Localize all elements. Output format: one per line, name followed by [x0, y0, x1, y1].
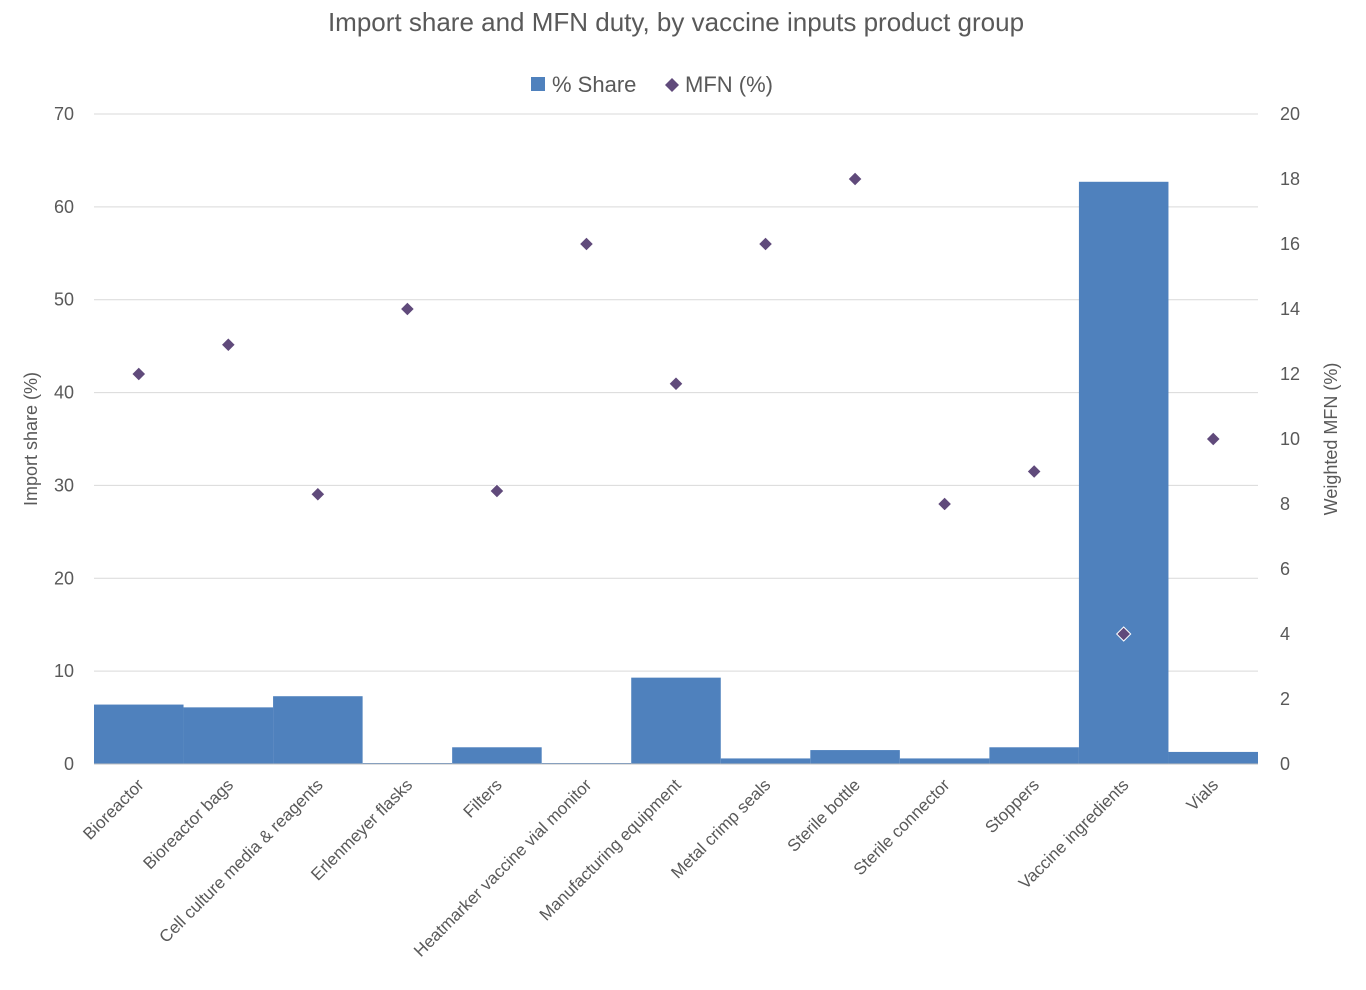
- category-label: Vials: [1183, 775, 1222, 814]
- mfn-marker: [1205, 431, 1221, 447]
- y2-tick-label: 18: [1280, 169, 1300, 189]
- y-tick-label: 50: [54, 290, 74, 310]
- y2-axis-title: Weighted MFN (%): [1321, 363, 1341, 516]
- mfn-marker: [936, 496, 953, 512]
- legend-diamond-label: MFN (%): [685, 72, 773, 97]
- mfn-marker: [757, 236, 774, 252]
- category-label: Sterile connector: [850, 775, 954, 879]
- bar: [183, 707, 274, 764]
- y2-tick-label: 6: [1280, 559, 1290, 579]
- mfn-marker: [668, 376, 684, 392]
- mfn-marker: [310, 486, 326, 502]
- y2-tick-label: 0: [1280, 754, 1290, 774]
- y-axis-ticks: 0 10 20 30 40 50 60 70: [54, 104, 74, 774]
- mfn-marker: [399, 301, 416, 317]
- mfn-marker: [578, 236, 595, 252]
- bar: [720, 758, 811, 764]
- mfn-marker: [1115, 626, 1132, 642]
- legend: % Share MFN (%): [531, 72, 773, 97]
- y-tick-label: 0: [64, 754, 74, 774]
- mfn-marker: [131, 366, 147, 382]
- legend-bar-label: % Share: [552, 72, 636, 97]
- mfn-marker: [220, 337, 237, 353]
- category-label: Bioreactor bags: [140, 775, 238, 873]
- category-label: Cell culture media & reagents: [156, 775, 327, 946]
- y-tick-label: 20: [54, 568, 74, 588]
- bars: [94, 181, 1258, 765]
- y-axis-title: Import share (%): [21, 372, 41, 506]
- category-label: Heatmarker vaccine vial monitor: [410, 775, 595, 960]
- y2-tick-label: 4: [1280, 624, 1290, 644]
- y2-tick-label: 10: [1280, 429, 1300, 449]
- bar: [899, 758, 990, 764]
- mfn-marker: [1026, 463, 1042, 480]
- y2-tick-label: 2: [1280, 689, 1290, 709]
- y-tick-label: 70: [54, 104, 74, 124]
- category-label: Stoppers: [981, 775, 1043, 837]
- gridlines: [94, 113, 1258, 672]
- mfn-marker: [489, 483, 505, 499]
- y-tick-label: 30: [54, 475, 74, 495]
- category-label: Sterile bottle: [784, 775, 864, 855]
- y-tick-label: 10: [54, 661, 74, 681]
- mfn-marker: [847, 171, 863, 187]
- bar: [810, 750, 900, 764]
- y-tick-label: 60: [54, 197, 74, 217]
- y2-tick-label: 12: [1280, 364, 1300, 384]
- category-label: Manufacturing equipment: [536, 775, 685, 924]
- legend-bar-swatch: [531, 77, 545, 91]
- chart-title: Import share and MFN duty, by vaccine in…: [328, 7, 1024, 37]
- markers: [131, 171, 1221, 642]
- bar: [94, 704, 184, 764]
- bar: [452, 747, 542, 764]
- y2-tick-label: 14: [1280, 299, 1300, 319]
- bar: [1078, 181, 1169, 765]
- bar: [1168, 751, 1258, 764]
- bar: [631, 677, 721, 764]
- bar: [273, 696, 363, 764]
- category-label: Metal crimp seals: [667, 775, 774, 882]
- bar: [989, 747, 1079, 764]
- category-label: Filters: [460, 775, 506, 821]
- legend-diamond-swatch: [665, 78, 679, 92]
- y2-tick-label: 8: [1280, 494, 1290, 514]
- y-tick-label: 40: [54, 383, 74, 403]
- y2-tick-label: 20: [1280, 104, 1300, 124]
- y2-axis-ticks: 0 2 4 6 8 10 12 14 16 18 20: [1280, 104, 1300, 774]
- category-label: Bioreactor: [79, 775, 147, 843]
- y2-tick-label: 16: [1280, 234, 1300, 254]
